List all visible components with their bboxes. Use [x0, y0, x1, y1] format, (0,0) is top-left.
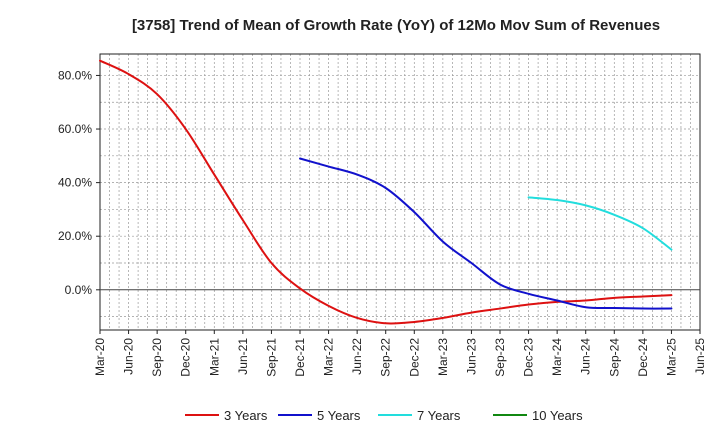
x-tick-label: Dec-22: [407, 338, 421, 377]
x-tick-label: Sep-21: [264, 338, 278, 377]
y-tick-label: 20.0%: [58, 229, 92, 243]
legend-label-3-years: 3 Years: [224, 408, 268, 423]
series-line-3-years: [99, 59, 673, 325]
x-tick-label: Mar-20: [93, 338, 107, 376]
y-tick-label: 60.0%: [58, 122, 92, 136]
x-tick-label: Mar-24: [550, 338, 564, 376]
x-axis-ticks: Mar-20 Jun-20 Sep-20 Dec-20 Mar-21 Jun-21 Sep-…: [93, 330, 707, 377]
x-tick-label: Sep-20: [150, 338, 164, 377]
x-tick-label: Dec-23: [522, 338, 536, 377]
x-tick-label: Jun-22: [350, 338, 364, 375]
series-line-7-years: [527, 196, 673, 251]
y-tick-label: 40.0%: [58, 176, 92, 190]
x-tick-label: Jun-20: [122, 338, 136, 375]
series-line-5-years: [299, 157, 673, 310]
legend-label-10-years: 10 Years: [532, 408, 583, 423]
x-tick-label: Jun-25: [693, 338, 707, 375]
y-axis-ticks: 0.0% 20.0% 40.0% 60.0% 80.0%: [58, 68, 100, 297]
x-tick-label: Dec-21: [293, 338, 307, 377]
x-tick-label: Jun-24: [579, 338, 593, 375]
legend-label-7-years: 7 Years: [417, 408, 461, 423]
x-tick-label: Mar-22: [322, 338, 336, 376]
x-tick-label: Sep-24: [607, 338, 621, 377]
x-tick-label: Sep-23: [493, 338, 507, 377]
x-tick-label: Dec-24: [636, 338, 650, 377]
y-tick-label: 0.0%: [65, 283, 93, 297]
chart-title: [3758] Trend of Mean of Growth Rate (YoY…: [132, 17, 660, 34]
x-tick-label: Mar-25: [664, 338, 678, 376]
legend: 3 Years 5 Years 7 Years 10 Years: [185, 408, 583, 423]
series-group: [99, 59, 673, 325]
y-tick-label: 80.0%: [58, 68, 92, 82]
x-tick-label: Sep-22: [379, 338, 393, 377]
x-tick-label: Jun-23: [464, 338, 478, 375]
legend-label-5-years: 5 Years: [317, 408, 361, 423]
grid: [100, 54, 700, 330]
x-tick-label: Dec-20: [179, 338, 193, 377]
plot-area-frame: [99, 53, 701, 331]
x-tick-label: Mar-21: [207, 338, 221, 376]
x-tick-label: Jun-21: [236, 338, 250, 375]
x-tick-label: Mar-23: [436, 338, 450, 376]
